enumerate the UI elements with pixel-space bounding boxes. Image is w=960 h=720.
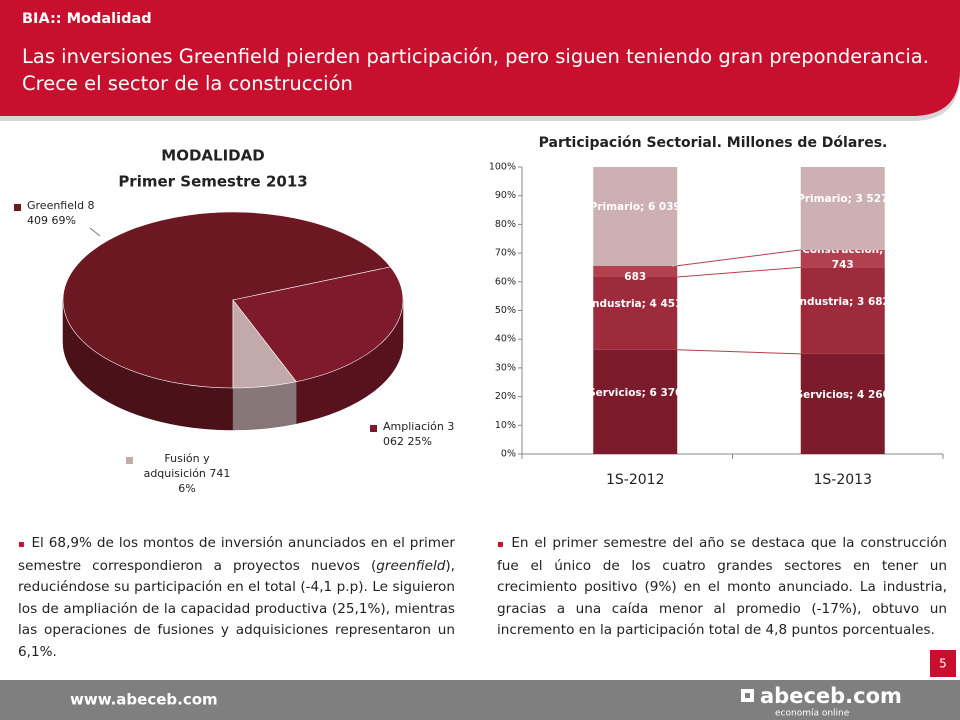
y-tick-label: 80%	[495, 219, 516, 230]
pie-subtitle: Primer Semestre 2013	[118, 173, 307, 191]
pie-label-box: Ampliación 3 062 25%	[383, 420, 455, 448]
header-band	[0, 0, 960, 116]
pie-slice	[62, 211, 392, 389]
data-label: Primario; 6 039	[589, 201, 681, 214]
series-line	[677, 349, 801, 355]
bullet: ▪	[18, 539, 26, 550]
y-tick-label: 70%	[495, 248, 516, 259]
pie-label: Greenfield 8 409 69%	[27, 199, 95, 227]
footer-brand: abeceb.com	[760, 684, 902, 708]
data-label-box: Industria; 3 682	[795, 295, 890, 308]
bar-segment	[593, 276, 678, 350]
y-tick-label: 90%	[495, 190, 516, 201]
pie-label: Ampliación 3 062 25%	[383, 420, 455, 448]
data-label: Industria; 4 451	[588, 298, 683, 311]
x-tick-label: 1S-2013	[814, 472, 872, 488]
right-paragraph: ▪ En el primer semestre del año se destac…	[497, 533, 947, 642]
leader-line	[89, 227, 101, 237]
footer-tagline: economía online	[775, 709, 850, 719]
data-label-box: Industria; 4 451	[588, 298, 683, 311]
text: En el primer semestre del año se destaca…	[497, 535, 947, 639]
series-line	[677, 266, 801, 278]
pie-label-box: Fusión y adquisición 741 6%	[143, 452, 231, 495]
bar-segment	[800, 353, 885, 454]
pie-label: Fusión y adquisición 741 6%	[143, 452, 231, 495]
emphasis: greenfield	[376, 557, 446, 574]
data-label-box: Servicios; 6 370	[588, 386, 683, 399]
bar-segment	[593, 265, 678, 277]
legend-marker	[14, 204, 21, 211]
footer-band	[0, 680, 960, 720]
bar-segment	[593, 167, 678, 266]
data-label-box: Primario; 3 527	[797, 193, 889, 206]
y-tick-label: 20%	[495, 391, 516, 402]
text: El 68,9% de los montos de inversión anun…	[18, 535, 455, 574]
bar-segment	[800, 167, 885, 250]
footer-url: www.abeceb.com	[70, 691, 218, 709]
page-number-box	[930, 650, 956, 677]
y-tick-label: 60%	[495, 276, 516, 287]
legend-marker	[370, 425, 377, 432]
pie-title: MODALIDAD	[161, 147, 264, 165]
y-tick-label: 0%	[501, 449, 516, 460]
bar-segment	[800, 267, 885, 354]
data-label-box: Primario; 6 039	[589, 201, 681, 214]
y-tick-label: 40%	[495, 334, 516, 345]
legend-marker	[126, 457, 133, 464]
data-label: Primario; 3 527	[797, 193, 889, 206]
logo-icon-notch	[745, 693, 750, 698]
pie-slice	[232, 299, 297, 389]
slide-title: Las inversiones Greenfield pierden parti…	[22, 45, 929, 95]
x-tick-label: 1S-2012	[606, 472, 664, 488]
text: ), reduciéndose su participación en el t…	[18, 557, 455, 660]
pie-side	[232, 381, 297, 431]
y-tick-label: 30%	[495, 362, 516, 373]
bullet: ▪	[497, 539, 506, 550]
data-label: Servicios; 4 260	[795, 388, 890, 401]
bar-segment	[800, 249, 885, 268]
left-paragraph: ▪ El 68,9% de los montos de inversión anu…	[18, 533, 455, 664]
section-label: BIA:: Modalidad	[22, 11, 152, 27]
data-label: Servicios; 6 370	[588, 386, 683, 399]
page-number: 5	[939, 657, 947, 671]
pie-label-box: Greenfield 8 409 69%	[27, 199, 95, 227]
data-label: Industria; 3 682	[795, 295, 890, 308]
bar-segment	[593, 349, 678, 454]
series-line	[677, 249, 801, 267]
y-tick-label: 10%	[495, 420, 516, 431]
pie-slice	[232, 266, 404, 383]
y-tick-label: 50%	[495, 305, 516, 316]
y-tick-label: 100%	[489, 162, 516, 173]
bar-title: Participación Sectorial. Millones de Dól…	[539, 135, 888, 151]
data-label-box: Servicios; 4 260	[795, 388, 890, 401]
